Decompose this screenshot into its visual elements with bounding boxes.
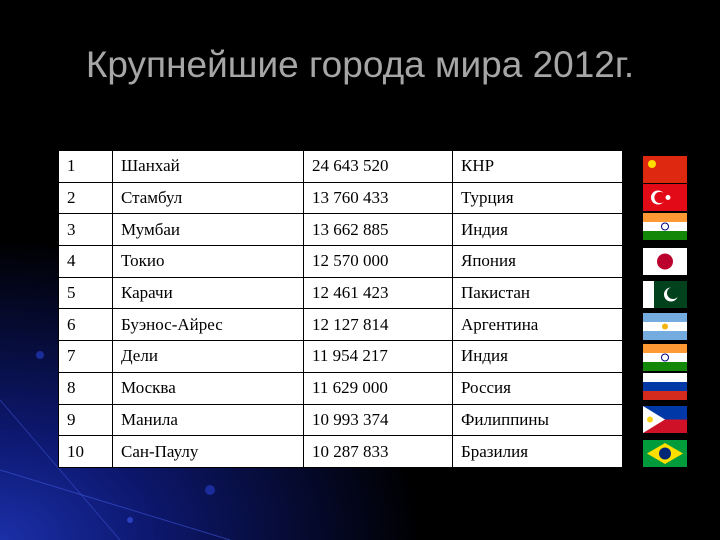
flag-part: [643, 373, 687, 382]
table-row: 8 Москва 11 629 000 Россия: [58, 371, 623, 405]
population-cell: 13 662 885: [303, 213, 453, 247]
flag-part: [667, 287, 679, 299]
rank-cell: 7: [58, 340, 113, 373]
rank-cell: 5: [58, 276, 113, 310]
flag-part: [661, 353, 669, 362]
rank-cell: 6: [58, 308, 113, 342]
city-cell: Токио: [112, 245, 304, 278]
flag-part: [643, 353, 687, 362]
rank-cell: 9: [58, 403, 113, 437]
flag-part: [643, 213, 687, 222]
city-cell: Мумбаи: [112, 213, 304, 247]
population-cell: 11 954 217: [303, 340, 453, 373]
slide-title: Крупнейшие города мира 2012г.: [85, 44, 635, 85]
flag-part: [661, 222, 669, 231]
country-cell: Аргентина: [452, 308, 623, 342]
population-cell: 11 629 000: [303, 371, 453, 405]
flag-part: [648, 160, 656, 168]
country-cell: Турция: [452, 181, 623, 215]
country-cell: Индия: [452, 213, 623, 247]
rank-cell: 2: [58, 181, 113, 215]
flag-part: [643, 156, 687, 183]
flag-part: [647, 416, 653, 423]
population-cell: 12 127 814: [303, 308, 453, 342]
country-cell: Индия: [452, 340, 623, 373]
flag-part: [643, 313, 687, 322]
flag-part: [643, 344, 687, 353]
country-cell: Япония: [452, 245, 623, 278]
flag-part: [643, 391, 687, 400]
city-cell: Москва: [112, 371, 304, 405]
city-cell: Манила: [112, 403, 304, 437]
city-cell: Стамбул: [112, 181, 304, 215]
city-cell: Буэнос-Айрес: [112, 308, 304, 342]
country-cell: Россия: [452, 371, 623, 405]
flag-part: [643, 382, 687, 391]
country-cell: Бразилия: [452, 435, 623, 468]
country-cell: КНР: [452, 150, 623, 183]
rank-cell: 10: [58, 435, 113, 468]
flag-part: [665, 195, 671, 200]
rank-cell: 3: [58, 213, 113, 247]
table-row: 4 Токио 12 570 000 Япония: [58, 245, 623, 278]
table-row: 5 Карачи 12 461 423 Пакистан: [58, 276, 623, 310]
rank-cell: 4: [58, 245, 113, 278]
table-row: 10 Сан-Паулу 10 287 833 Бразилия: [58, 435, 623, 468]
flag-part: [643, 331, 687, 340]
flag-part: [662, 323, 668, 330]
flag-part: [659, 447, 671, 460]
flags: [643, 156, 687, 467]
city-cell: Сан-Паулу: [112, 435, 304, 468]
flag-part: [643, 231, 687, 240]
table-row: 1 Шанхай 24 643 520 КНР: [58, 150, 623, 183]
table-row: 9 Манила 10 993 374 Филиппины: [58, 403, 623, 437]
population-cell: 10 287 833: [303, 435, 453, 468]
flag-part: [657, 253, 673, 270]
flag-part: [654, 191, 666, 204]
flag-part: [643, 281, 654, 308]
table-row: 3 Мумбаи 13 662 885 Индия: [58, 213, 623, 247]
flag-part: [643, 222, 687, 231]
rank-cell: 1: [58, 150, 113, 183]
population-cell: 10 993 374: [303, 403, 453, 437]
country-cell: Пакистан: [452, 276, 623, 310]
table-row: 2 Стамбул 13 760 433 Турция: [58, 181, 623, 215]
cities-table: 1 Шанхай 24 643 520 КНР 2 Стамбул 13 760 433 Ту…: [58, 150, 623, 468]
rank-cell: 8: [58, 371, 113, 405]
city-cell: Шанхай: [112, 150, 304, 183]
city-cell: Дели: [112, 340, 304, 373]
population-cell: 12 461 423: [303, 276, 453, 310]
table-row: 7 Дели 11 954 217 Индия: [58, 340, 623, 373]
population-cell: 12 570 000: [303, 245, 453, 278]
country-cell: Филиппины: [452, 403, 623, 437]
flag-part: [643, 362, 687, 371]
population-cell: 24 643 520: [303, 150, 453, 183]
city-cell: Карачи: [112, 276, 304, 310]
flag-part: [643, 406, 665, 433]
population-cell: 13 760 433: [303, 181, 453, 215]
table-row: 6 Буэнос-Айрес 12 127 814 Аргентина: [58, 308, 623, 342]
